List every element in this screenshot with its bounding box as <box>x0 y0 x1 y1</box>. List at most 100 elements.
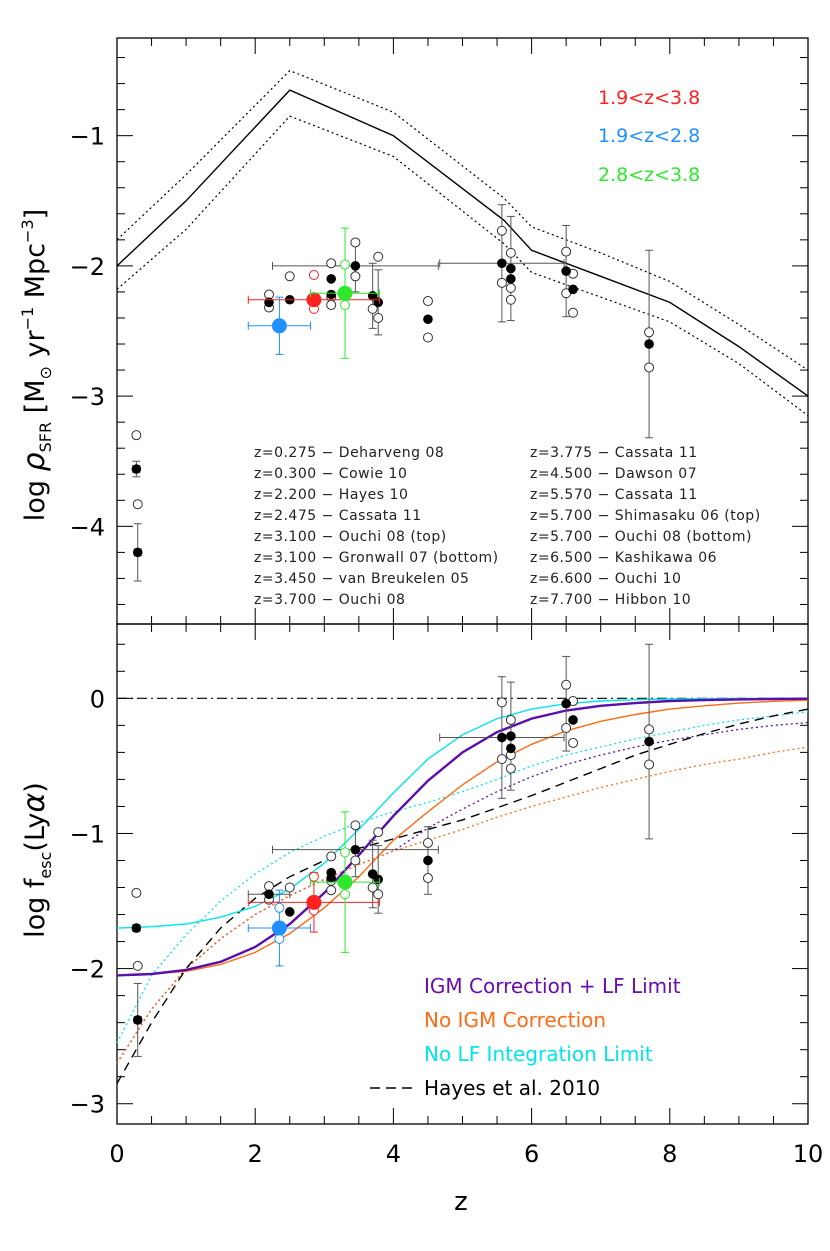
bottom-filled-point <box>326 873 337 883</box>
colored-open-point <box>308 270 319 281</box>
top-panel: −4 −3 −2 −1 <box>70 37 809 625</box>
top-open-point <box>505 294 516 305</box>
x-tick-label: 10 <box>793 1140 824 1168</box>
colored-summary-point <box>337 285 353 301</box>
x-tick-label: 6 <box>524 1140 539 1168</box>
bottom-open-point <box>644 759 655 770</box>
fit-legend-hayes: Hayes et al. 2010 <box>424 1076 600 1100</box>
top-open-point <box>132 499 143 510</box>
top-open-point <box>644 327 655 338</box>
top-filled-point <box>373 297 383 308</box>
top-open-point <box>568 307 579 318</box>
bottom-open-point <box>350 820 361 831</box>
bottom-y-tick-label: −3 <box>70 1091 105 1119</box>
reference-entry: z=0.275 − Deharveng 08 <box>254 445 444 461</box>
top-open-point <box>350 271 361 282</box>
bottom-filled-point <box>264 889 274 900</box>
bottom-open-point <box>284 882 295 893</box>
fit-legend: IGM Correction + LF Limit No IGM Correct… <box>370 974 681 1100</box>
colored-summary-point <box>337 874 353 890</box>
bottom-y-tick-label: −1 <box>70 820 105 848</box>
bottom-ylabel-alpha: α <box>17 793 52 813</box>
bottom-open-point <box>568 737 579 748</box>
top-y-tick-label: −3 <box>70 383 105 411</box>
top-filled-point <box>506 274 516 284</box>
bottom-filled-point <box>423 855 433 866</box>
top-filled-point <box>561 266 571 276</box>
bottom-y-tick-label: −2 <box>70 956 105 984</box>
range-label-blue: 1.9<z<2.8 <box>598 125 700 147</box>
bottom-filled-point <box>132 1015 143 1025</box>
bottom-open-point <box>505 714 516 725</box>
bottom-filled-point <box>644 736 654 747</box>
top-ylabel-yr: yr <box>20 330 51 367</box>
reference-entry: z=5.700 − Shimasaku 06 (top) <box>530 508 761 524</box>
bottom-filled-point <box>373 874 383 885</box>
reference-entry: z=3.450 − van Breukelen 05 <box>254 571 469 587</box>
bottom-open-point <box>326 851 337 862</box>
colored-open-point <box>340 889 351 900</box>
top-open-point <box>422 332 433 343</box>
bottom-open-point <box>505 763 516 774</box>
top-ylabel-sub: SFR <box>36 422 55 452</box>
bottom-panel: −3 −2 −1 0 0 2 4 6 8 10 <box>70 623 824 1168</box>
fit-legend-igm: IGM Correction + LF Limit <box>424 974 681 998</box>
bottom-filled-point <box>350 844 361 855</box>
top-open-point <box>422 296 433 307</box>
top-ylabel-rho: ρ <box>17 452 52 471</box>
reference-entry: z=6.600 − Ouchi 10 <box>530 571 681 587</box>
top-filled-point <box>264 297 274 308</box>
igm-lf-dotted-line <box>116 721 809 1064</box>
reference-entry: z=3.775 − Cassata 11 <box>530 445 698 461</box>
top-ylabel-main: log <box>20 471 51 521</box>
top-filled-point <box>423 314 433 325</box>
top-filled-point <box>131 464 142 474</box>
bottom-ylabel-close: ) <box>20 782 51 793</box>
colored-open-point <box>340 259 351 270</box>
bottom-y-axis-label: log fesc(Lyα) <box>17 782 55 938</box>
sfr-density-line <box>116 89 809 397</box>
top-open-point <box>284 271 295 282</box>
top-ylabel-sun: ⊙ <box>36 366 55 379</box>
bottom-open-point <box>131 887 142 898</box>
top-open-point <box>131 430 142 441</box>
top-open-point <box>496 225 507 236</box>
bottom-filled-point <box>561 698 571 709</box>
bottom-open-point <box>561 679 572 690</box>
bottom-open-point <box>264 881 275 892</box>
bottom-ylabel-main: log f <box>20 877 51 938</box>
range-label-green: 2.8<z<3.8 <box>598 164 700 186</box>
reference-entry: z=3.700 − Ouchi 08 <box>254 592 405 608</box>
reference-entry: z=3.100 − Ouchi 08 (top) <box>254 529 447 545</box>
top-open-point <box>644 362 655 373</box>
bottom-open-point <box>367 882 378 893</box>
top-ylabel-mpc: Mpc <box>20 243 51 307</box>
bottom-open-point <box>644 724 655 735</box>
x-tick-label: 0 <box>109 1140 124 1168</box>
top-filled-point <box>350 261 361 271</box>
colored-summary-point <box>271 920 287 936</box>
top-y-axis-label: log ρSFR [M⊙ yr−1 Mpc−3] <box>17 209 55 521</box>
colored-summary-point <box>271 318 287 334</box>
colored-open-point <box>274 933 285 944</box>
top-open-point <box>326 258 337 269</box>
bottom-ylabel-paren: (Ly <box>20 812 51 851</box>
bottom-filled-point <box>497 732 507 743</box>
bottom-open-point <box>561 723 572 734</box>
no-igm-line <box>116 699 809 977</box>
bottom-filled-point <box>131 923 142 933</box>
reference-entry: z=3.100 − Gronwall 07 (bottom) <box>254 550 499 566</box>
colored-open-point <box>308 871 319 882</box>
top-open-point <box>373 251 384 262</box>
fit-legend-nolf: No LF Integration Limit <box>424 1042 653 1066</box>
top-ylabel-close: ] <box>20 209 51 220</box>
bottom-open-point <box>422 837 433 848</box>
reference-legend: z=0.275 − Deharveng 08 z=0.300 − Cowie 1… <box>254 445 761 608</box>
colored-open-point <box>274 902 285 913</box>
bottom-open-point <box>373 827 384 838</box>
top-filled-point <box>326 274 337 284</box>
bottom-open-point <box>326 885 337 896</box>
colored-summary-point <box>306 894 322 910</box>
bottom-filled-point <box>568 715 578 725</box>
